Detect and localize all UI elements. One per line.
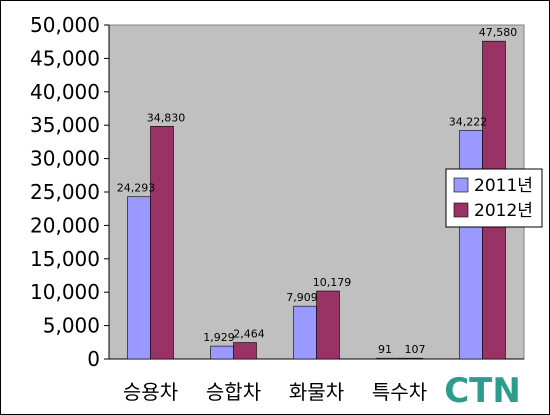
data-label: 34,222 [449,115,488,128]
bar-series2 [316,290,340,360]
data-label: 10,179 [313,276,352,289]
y-tick-label: 35,000 [30,113,100,137]
y-tick-label: 30,000 [30,147,100,171]
bar-series2 [233,342,257,360]
data-label: 24,293 [117,182,156,195]
y-tick-label: 50,000 [30,13,100,37]
ctn-logo: CTN [444,371,521,411]
bar-series1 [376,357,400,360]
bar-series2 [150,126,174,360]
legend-label: 2012년 [474,201,533,221]
y-tick-label: 5,000 [43,314,100,338]
y-tick-label: 15,000 [30,247,100,271]
data-label: 34,830 [147,111,186,124]
data-label: 7,909 [286,291,318,304]
y-tick-label: 45,000 [30,46,100,70]
legend-label: 2011년 [474,176,533,196]
x-category-label: 특수차 [372,380,427,404]
data-label: 2,464 [233,328,265,341]
legend-swatch [453,202,469,218]
x-category-label: 승용차 [123,380,178,404]
y-tick-label: 10,000 [30,280,100,304]
y-tick-label: 0 [87,347,100,371]
data-label: 91 [378,343,392,356]
y-tick-label: 25,000 [30,180,100,204]
bar-series1 [210,345,234,360]
bar-series1 [459,130,483,360]
legend-swatch [453,177,469,193]
data-label: 107 [405,343,426,356]
x-category-label: 승합차 [206,380,261,404]
data-label: 1,929 [203,331,235,344]
bar-series2 [399,357,423,360]
y-axis: 0 5,000 10,000 15,000 20,000 25,000 30,000 35,0… [30,13,524,371]
bar-series1 [293,305,317,360]
y-tick-label: 40,000 [30,80,100,104]
legend: 2011년 2012년 [445,168,543,228]
x-axis: 승용차 승합차 화물차 특수차 [123,380,427,404]
bar-series1 [127,196,151,360]
y-tick-label: 20,000 [30,213,100,237]
x-category-label: 화물차 [289,380,344,404]
data-label: 47,580 [479,26,518,39]
